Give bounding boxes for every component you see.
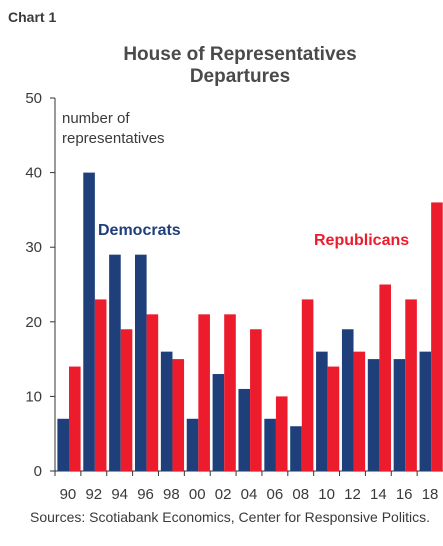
bar-democrats-04 [238, 388, 251, 471]
bar-democrats-16 [393, 359, 406, 471]
x-tick-label: 04 [241, 486, 258, 503]
bar-democrats-18 [419, 351, 432, 471]
x-tick-label: 08 [292, 486, 309, 503]
x-tick-label: 06 [267, 486, 284, 503]
bar-democrats-92 [83, 172, 95, 471]
series-label-democrats: Democrats [98, 222, 181, 239]
bar-democrats-96 [135, 254, 147, 471]
x-tick-label: 92 [85, 486, 102, 503]
bar-republicans-06 [275, 396, 288, 471]
bar-republicans-96 [146, 314, 159, 471]
bar-republicans-18 [431, 202, 443, 471]
x-tick-label: 12 [344, 486, 361, 503]
x-tick-label: 94 [111, 486, 128, 503]
bar-democrats-02 [212, 374, 225, 471]
y-axis-label-line: number of [62, 110, 130, 127]
bar-democrats-06 [264, 418, 276, 471]
chart-bars [57, 172, 443, 471]
series-label-republicans: Republicans [314, 232, 409, 249]
sources-note: Sources: Scotiabank Economics, Center fo… [30, 509, 430, 525]
bar-democrats-98 [160, 351, 173, 471]
y-tick-label: 10 [25, 388, 42, 405]
y-tick-label: 30 [25, 239, 42, 256]
bar-republicans-92 [94, 299, 107, 471]
bar-republicans-00 [198, 314, 210, 471]
bar-democrats-14 [367, 359, 380, 471]
x-tick-label: 02 [215, 486, 232, 503]
bar-republicans-12 [353, 351, 366, 471]
y-tick-label: 40 [25, 165, 42, 182]
bar-democrats-08 [290, 426, 302, 471]
x-tick-label: 16 [396, 486, 413, 503]
x-tick-label: 18 [422, 486, 439, 503]
y-tick-label: 20 [25, 314, 42, 331]
bar-democrats-94 [109, 254, 121, 471]
y-axis-label-line: representatives [62, 130, 165, 147]
x-tick-label: 00 [189, 486, 206, 503]
y-tick-label: 50 [25, 90, 42, 107]
bar-democrats-90 [57, 418, 69, 471]
bar-republicans-98 [172, 359, 185, 471]
bar-republicans-02 [224, 314, 236, 471]
x-tick-label: 96 [137, 486, 154, 503]
chart-title-line-1: House of Representatives [123, 44, 357, 65]
chart-labels: 90 92 94 96 98 00 02 04 06 08 10 12 14 16 18 Democrats R… [60, 222, 439, 503]
chart-number-label: Chart 1 [8, 9, 57, 25]
chart-title-line-2: Departures [189, 66, 291, 87]
bar-democrats-10 [316, 351, 328, 471]
x-tick-label: 14 [370, 486, 387, 503]
bar-republicans-04 [250, 329, 262, 471]
bar-republicans-16 [405, 299, 417, 471]
bar-democrats-00 [186, 418, 199, 471]
x-tick-label: 10 [318, 486, 335, 503]
bar-republicans-94 [120, 329, 133, 471]
x-tick-label: 98 [163, 486, 180, 503]
bar-republicans-90 [69, 366, 81, 471]
bar-republicans-10 [327, 366, 340, 471]
bar-democrats-12 [341, 329, 354, 471]
bar-republicans-08 [301, 299, 314, 471]
x-tick-label: 90 [60, 486, 77, 503]
chart-axes: 0 10 20 30 40 50 number of representatives [25, 90, 443, 480]
y-tick-label: 0 [34, 463, 42, 480]
bar-republicans-14 [379, 284, 391, 471]
